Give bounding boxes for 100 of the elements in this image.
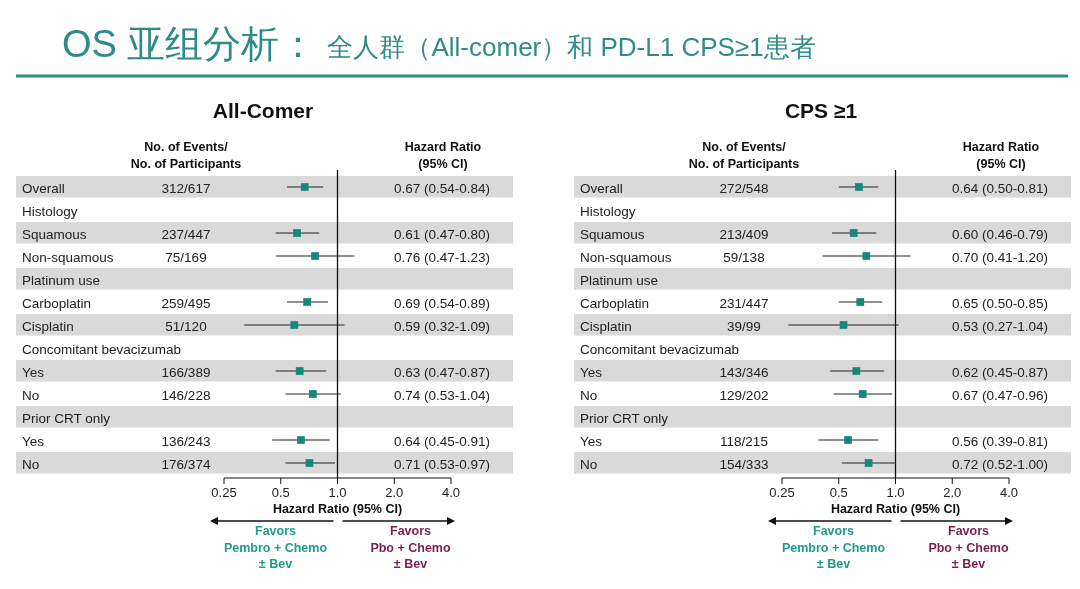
y2-tick-label: 0.64 (0.45-0.91): [394, 434, 491, 449]
y-tick-label: Concomitant bevacizumab: [580, 342, 740, 357]
text: 51/120: [165, 319, 207, 334]
y2-tick-label: 0.60 (0.46-0.79): [952, 227, 1049, 242]
point: [311, 252, 319, 260]
text: 237/447: [161, 227, 211, 242]
annotation: Hazard Ratio (95% CI): [962, 140, 1040, 171]
x-tick-label: 0.25: [211, 485, 237, 500]
y-tick-label: Histology: [22, 204, 78, 219]
point: [305, 459, 314, 467]
y2-tick-label: 0.59 (0.32-1.09): [394, 319, 491, 334]
y-tick-label: No: [22, 388, 40, 403]
point: [849, 229, 858, 237]
y-tick-label: Overall: [22, 181, 65, 196]
point: [862, 252, 871, 260]
text: Favors Pembro + Chemo ± Bev: [781, 524, 886, 571]
point: [852, 367, 861, 375]
y-tick-label: Prior CRT only: [580, 411, 669, 426]
text: 39/99: [727, 319, 761, 334]
point: [844, 436, 852, 444]
point: [293, 229, 301, 237]
point: [864, 459, 873, 467]
y-tick-label: Yes: [22, 365, 45, 380]
text: 全人群（All-comer）和 PD-L1 CPS≥1患者: [327, 32, 816, 62]
y2-tick-label: 0.71 (0.53-0.97): [394, 457, 491, 472]
y-tick-label: No: [580, 388, 598, 403]
y-tick-label: Concomitant bevacizumab: [22, 342, 182, 357]
point: [839, 321, 848, 329]
y2-tick-label: 0.76 (0.47-1.23): [394, 250, 491, 265]
text: OS 亚组分析：: [62, 23, 318, 65]
y-tick-label: Overall: [580, 181, 623, 196]
chart-title: CPS ≥1: [784, 99, 858, 122]
x-axis-title: Hazard Ratio (95% CI): [830, 502, 961, 516]
y-tick-label: Squamous: [22, 227, 87, 242]
text: 143/346: [719, 365, 769, 380]
y-tick-label: Cisplatin: [580, 319, 632, 334]
y2-tick-label: 0.63 (0.47-0.87): [394, 365, 491, 380]
y2-tick-label: 0.64 (0.50-0.81): [952, 181, 1049, 196]
chart-title: All-Comer: [212, 99, 314, 122]
point: [297, 436, 305, 444]
x-tick-label: 1.0: [886, 485, 905, 500]
point: [308, 390, 317, 398]
point: [290, 321, 299, 329]
text: 136/243: [161, 434, 211, 449]
x-tick-label: 0.5: [829, 485, 848, 500]
text: 166/389: [161, 365, 211, 380]
text: 272/548: [719, 181, 769, 196]
y-tick-label: Carboplatin: [22, 296, 92, 311]
x-tick-label: 0.25: [769, 485, 795, 500]
y-tick-label: Non-squamous: [22, 250, 114, 265]
annotation: No. of Events/ No. of Participants: [688, 140, 800, 171]
y2-tick-label: 0.61 (0.47-0.80): [394, 227, 491, 242]
text: 129/202: [719, 388, 769, 403]
annotation: No. of Events/ No. of Participants: [130, 140, 242, 171]
y2-tick-label: 0.72 (0.52-1.00): [952, 457, 1049, 472]
y-tick-label: Yes: [22, 434, 45, 449]
x-tick-label: 4.0: [999, 485, 1019, 500]
text: 75/169: [165, 250, 207, 265]
y-tick-label: Platinum use: [580, 273, 659, 288]
y-tick-label: Histology: [580, 204, 636, 219]
text: 312/617: [161, 181, 211, 196]
point: [295, 367, 304, 375]
y2-tick-label: 0.67 (0.54-0.84): [394, 181, 491, 196]
x-tick-label: 1.0: [328, 485, 347, 500]
text: Favors Pbo + Chemo ± Bev: [928, 524, 1009, 571]
text: 213/409: [719, 227, 769, 242]
y2-tick-label: 0.56 (0.39-0.81): [952, 434, 1049, 449]
y-tick-label: Platinum use: [22, 273, 101, 288]
x-tick-label: 2.0: [943, 485, 962, 500]
text: Favors Pembro + Chemo ± Bev: [223, 524, 328, 571]
y-tick-label: Yes: [580, 365, 603, 380]
point: [855, 183, 863, 191]
annotation: Hazard Ratio (95% CI): [404, 140, 482, 171]
y-tick-label: Non-squamous: [580, 250, 672, 265]
text: 176/374: [161, 457, 211, 472]
text: 259/495: [161, 296, 211, 311]
point: [300, 183, 309, 191]
point: [858, 390, 867, 398]
x-tick-label: 2.0: [385, 485, 404, 500]
point: [856, 298, 865, 306]
y2-tick-label: 0.65 (0.50-0.85): [952, 296, 1049, 311]
y-tick-label: Cisplatin: [22, 319, 74, 334]
text: 59/138: [723, 250, 765, 265]
y2-tick-label: 0.62 (0.45-0.87): [952, 365, 1049, 380]
y-tick-label: No: [22, 457, 40, 472]
text: 118/215: [720, 434, 768, 449]
y2-tick-label: 0.70 (0.41-1.20): [952, 250, 1049, 265]
y-tick-label: Carboplatin: [580, 296, 650, 311]
text: 231/447: [719, 296, 769, 311]
y2-tick-label: 0.53 (0.27-1.04): [952, 319, 1049, 334]
x-tick-label: 0.5: [271, 485, 290, 500]
y-tick-label: Prior CRT only: [22, 411, 111, 426]
point: [303, 298, 311, 306]
y-tick-label: Squamous: [580, 227, 645, 242]
text: 154/333: [719, 457, 769, 472]
y2-tick-label: 0.69 (0.54-0.89): [394, 296, 491, 311]
y-tick-label: Yes: [580, 434, 603, 449]
y-tick-label: No: [580, 457, 598, 472]
y2-tick-label: 0.67 (0.47-0.96): [952, 388, 1049, 403]
x-axis-title: Hazard Ratio (95% CI): [272, 502, 403, 516]
